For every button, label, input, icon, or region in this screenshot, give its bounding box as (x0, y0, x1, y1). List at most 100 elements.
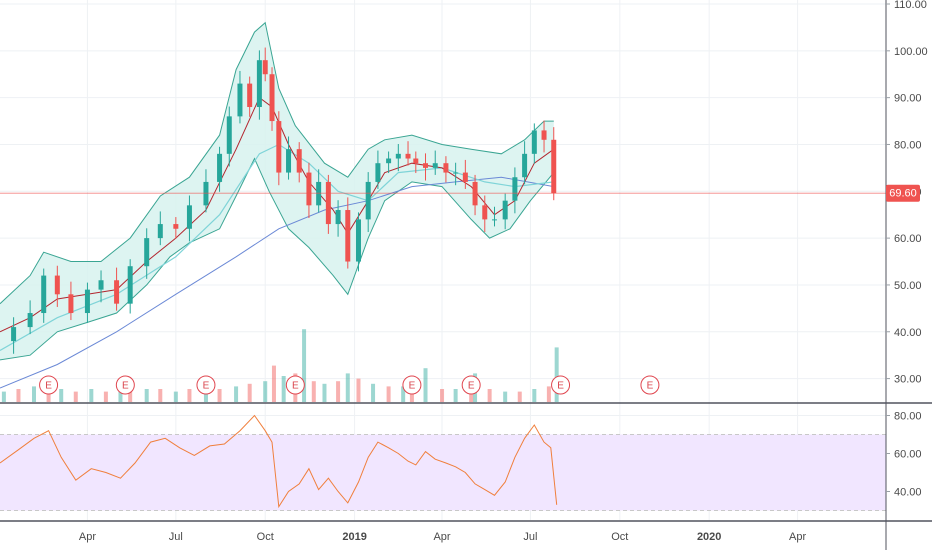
volume-bar (234, 386, 239, 402)
candle-body (335, 210, 341, 225)
time-tick-label: 2019 (342, 531, 366, 543)
rsi-line (0, 414, 558, 509)
earnings-circle (640, 375, 660, 395)
volume-bar (336, 381, 341, 402)
volume-bar (356, 378, 361, 402)
candle-body (551, 139, 557, 194)
candle-body (365, 181, 371, 220)
price-tick-label: 60.00 (894, 233, 922, 245)
time-tick-label: Jul (523, 531, 537, 543)
price-tick-label: 80.00 (894, 139, 922, 151)
rsi-tick-label: 40.00 (894, 487, 922, 499)
price-candles (11, 47, 557, 354)
time-tick-label: Oct (611, 531, 628, 543)
candle-body (98, 280, 104, 290)
candle-body (325, 181, 331, 225)
time-tick-label: Oct (257, 531, 274, 543)
candle-body (375, 163, 381, 182)
candle-body (432, 163, 438, 168)
candle-body (237, 83, 243, 117)
earnings-circle (196, 375, 216, 395)
volume-bar (532, 389, 537, 402)
candle-body (276, 121, 282, 173)
time-tick-label: Apr (789, 531, 806, 543)
price-axis[interactable]: 110.00100.0090.0080.0070.0060.0050.0040.… (886, 0, 928, 386)
candle-body (491, 219, 497, 221)
price-tick-label: 100.00 (894, 46, 928, 58)
candle-body (512, 177, 518, 201)
volume-bar (386, 386, 391, 402)
volume-bar (247, 383, 252, 402)
volume-bar (73, 391, 78, 402)
earnings-label: E (122, 381, 129, 392)
volume-bar (144, 389, 149, 402)
candle-body (173, 224, 179, 229)
candle-body (413, 158, 419, 164)
candle-body (531, 130, 537, 154)
time-tick-label: Apr (433, 531, 450, 543)
earnings-marker[interactable]: E (461, 375, 481, 395)
volume-bar (158, 389, 163, 402)
earnings-circle (285, 375, 305, 395)
volume-bar (103, 391, 108, 402)
earnings-circle (115, 375, 135, 395)
candle-body (262, 60, 268, 75)
candle-body (502, 200, 508, 220)
rsi-band (0, 434, 886, 511)
earnings-marker[interactable]: E (39, 375, 59, 395)
candle-body (217, 153, 223, 182)
candle-body (386, 158, 392, 164)
candle-body (453, 172, 459, 174)
candle-body (256, 60, 262, 108)
rsi-panel[interactable] (0, 414, 886, 511)
volume-bar (217, 389, 222, 402)
candle-body (472, 181, 478, 206)
volume-bar (401, 386, 406, 402)
earnings-marker[interactable]: E (285, 375, 305, 395)
time-tick-label: 2020 (697, 531, 721, 543)
volume-bar (503, 391, 508, 402)
candle-body (247, 83, 253, 108)
price-tick-label: 90.00 (894, 93, 922, 105)
volume-bar (118, 386, 123, 402)
price-tag-bg (886, 184, 920, 202)
candle-body (11, 327, 17, 342)
candle-body (203, 181, 209, 206)
volume-bar (440, 389, 445, 402)
candle-body (286, 149, 292, 173)
earnings-marker[interactable]: E (115, 375, 135, 395)
earnings-marker[interactable]: E (196, 375, 216, 395)
volume-bar (546, 386, 551, 402)
earnings-label: E (468, 381, 475, 392)
volume-bar (517, 391, 522, 402)
rsi-axis[interactable]: 80.00 60.00 40.00 (886, 411, 922, 499)
candle-body (54, 275, 60, 295)
volume-bar (302, 329, 307, 402)
candle-body (157, 224, 163, 239)
earnings-label: E (647, 381, 654, 392)
time-tick-label: Jul (169, 531, 183, 543)
volume-bar (271, 365, 276, 402)
volume-bar (263, 381, 268, 402)
rsi-band-fill (0, 434, 886, 511)
bollinger-fill (0, 22, 554, 360)
earnings-label: E (557, 381, 564, 392)
earnings-marker[interactable]: E (402, 375, 422, 395)
candle-body (541, 130, 547, 140)
volume-bar (1, 391, 6, 402)
rsi-tick-label: 60.00 (894, 449, 922, 461)
volume-bar (487, 389, 492, 402)
rsi-tick-label: 80.00 (894, 411, 922, 423)
earnings-marker[interactable]: E (551, 375, 571, 395)
candle-body (405, 153, 411, 159)
candle-body (345, 210, 351, 262)
bollinger-band (0, 21, 555, 361)
time-axis[interactable]: Apr Jul Oct 2019 Apr Jul Oct 2020 Apr (79, 531, 807, 543)
volume-bar (16, 389, 21, 402)
earnings-label: E (203, 381, 210, 392)
earnings-marker[interactable]: E (640, 375, 660, 395)
volume-bar (89, 389, 94, 402)
candle-body (144, 238, 150, 267)
